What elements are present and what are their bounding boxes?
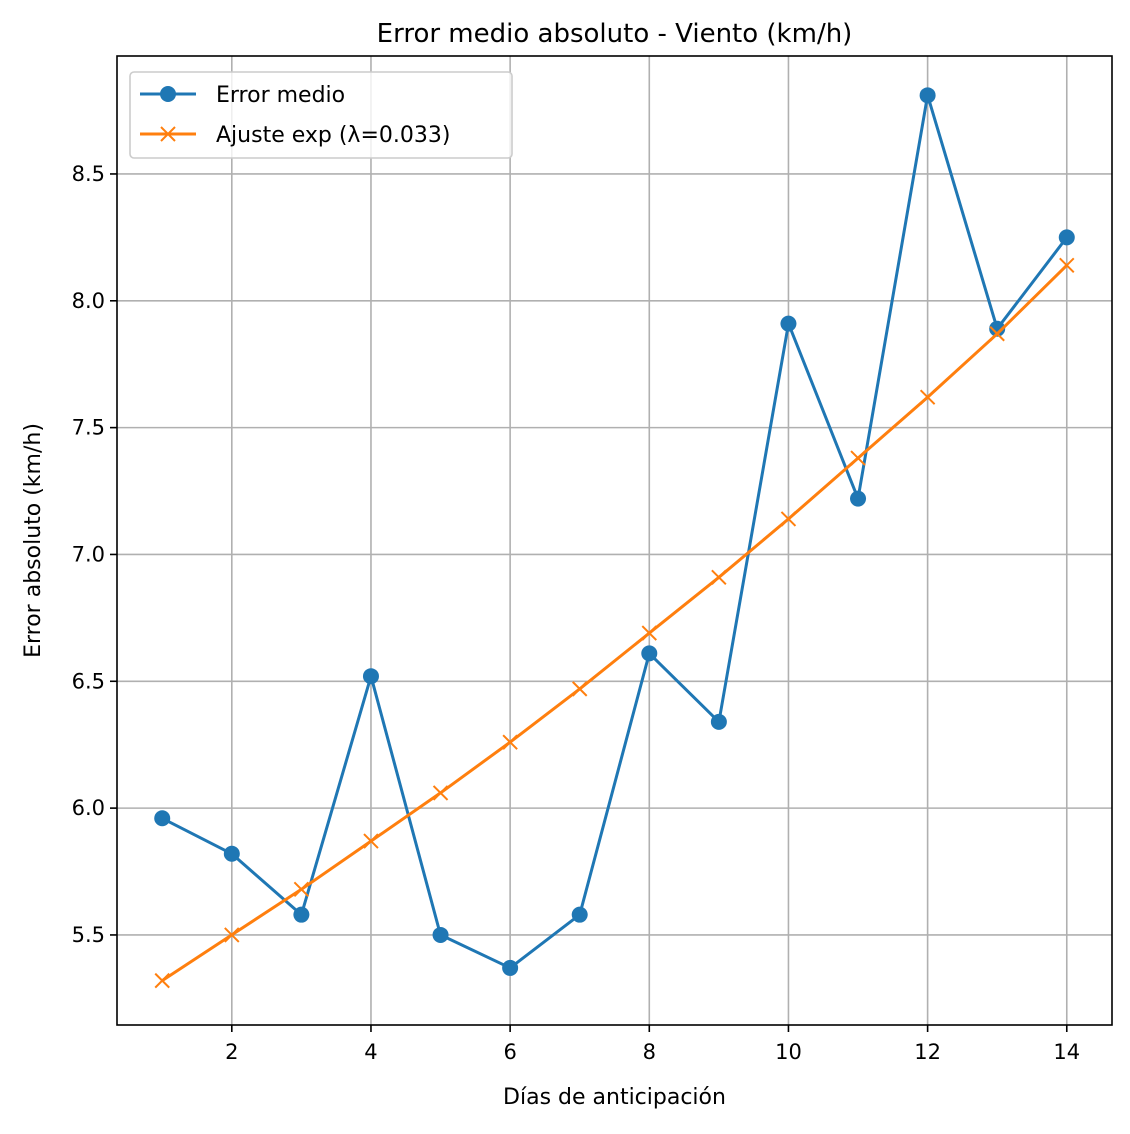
data-point bbox=[780, 511, 797, 527]
legend-marker bbox=[160, 86, 176, 102]
legend-box bbox=[129, 71, 513, 159]
data-point bbox=[432, 926, 449, 943]
grid bbox=[117, 56, 1112, 1025]
series-2 bbox=[154, 257, 1075, 989]
y-tick-label: 8.0 bbox=[72, 289, 105, 313]
data-point bbox=[989, 320, 1006, 337]
data-point bbox=[641, 625, 657, 641]
data-point bbox=[572, 681, 588, 697]
data-point bbox=[919, 389, 936, 405]
y-tick-label: 7.0 bbox=[72, 542, 105, 566]
data-point bbox=[363, 833, 379, 849]
legend-label: Ajuste exp (λ=0.033) bbox=[216, 123, 450, 148]
data-point bbox=[502, 734, 518, 750]
y-tick-label: 7.5 bbox=[72, 416, 105, 440]
x-axis-label: Días de anticipación bbox=[503, 1085, 726, 1110]
data-point bbox=[432, 785, 449, 801]
legend-label: Error medio bbox=[216, 83, 345, 108]
plot-frame bbox=[116, 55, 1113, 1026]
data-point bbox=[1058, 229, 1075, 246]
data-point bbox=[154, 810, 171, 827]
y-tick-label: 6.5 bbox=[72, 669, 105, 693]
data-point bbox=[711, 569, 727, 585]
x-tick-label: 2 bbox=[225, 1040, 238, 1064]
data-point bbox=[919, 87, 936, 104]
data-point bbox=[780, 315, 797, 332]
data-point bbox=[362, 668, 379, 685]
series-1 bbox=[154, 87, 1075, 976]
chart-title: Error medio absoluto - Viento (km/h) bbox=[377, 19, 853, 49]
data-point bbox=[293, 881, 310, 897]
series-line bbox=[161, 93, 1068, 970]
y-tick-label: 6.0 bbox=[72, 796, 105, 820]
data-point bbox=[571, 906, 588, 923]
x-tick-label: 12 bbox=[914, 1040, 941, 1064]
data-point bbox=[293, 906, 310, 923]
data-point bbox=[1059, 257, 1075, 273]
axis-ticks: 2 4 6 8 10 12 14 5.5 6.0 6.5 7.0 7.5 8.0 8.5 bbox=[72, 162, 1081, 1064]
data-point bbox=[641, 645, 658, 662]
data-point bbox=[154, 972, 170, 989]
y-axis-label: Error absoluto (km/h) bbox=[21, 423, 46, 658]
data-point bbox=[989, 326, 1005, 342]
series-layer bbox=[154, 87, 1075, 989]
y-tick-label: 8.5 bbox=[72, 162, 105, 186]
data-point bbox=[710, 713, 727, 730]
legend-marker bbox=[160, 126, 176, 142]
data-point bbox=[224, 927, 240, 943]
x-tick-label: 4 bbox=[364, 1040, 377, 1064]
series-line bbox=[161, 264, 1068, 982]
data-point bbox=[850, 490, 867, 507]
data-point bbox=[502, 959, 519, 976]
x-tick-label: 6 bbox=[503, 1040, 516, 1064]
data-point bbox=[850, 450, 866, 466]
x-tick-label: 10 bbox=[775, 1040, 802, 1064]
x-tick-label: 14 bbox=[1053, 1040, 1080, 1064]
x-tick-label: 8 bbox=[643, 1040, 656, 1064]
data-point bbox=[223, 845, 240, 862]
y-tick-label: 5.5 bbox=[72, 923, 105, 947]
legend: Error medio Ajuste exp (λ=0.033) bbox=[129, 71, 513, 159]
